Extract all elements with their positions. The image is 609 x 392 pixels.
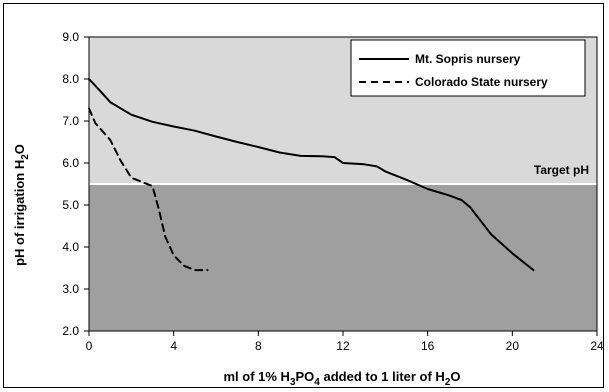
legend-label-colorado-state: Colorado State nursery (415, 75, 548, 89)
target-ph-label: Target pH (534, 163, 589, 177)
x-tick-label: 8 (255, 339, 262, 353)
plot-border (88, 36, 598, 332)
series-line-mt-sopris (88, 78, 535, 272)
y-axis-title: pH of irrigation H2O (12, 144, 31, 266)
x-tick-label: 0 (86, 339, 93, 353)
x-tick-label: 12 (336, 339, 350, 353)
x-tick-label: 16 (421, 339, 435, 353)
y-tick-label: 9.0 (62, 30, 79, 44)
legend-label-mt-sopris: Mt. Sopris nursery (415, 52, 521, 66)
legend-box (350, 39, 586, 97)
x-tick-label: 20 (506, 339, 520, 353)
x-axis-title: ml of 1% H3PO4 added to 1 liter of H2O (223, 369, 460, 388)
y-tick-label: 6.0 (62, 156, 79, 170)
y-tick-label: 8.0 (62, 72, 79, 86)
y-tick-label: 2.0 (62, 324, 79, 338)
legend: Mt. Sopris nursery Colorado State nurser… (350, 39, 586, 97)
y-tick-label: 5.0 (62, 198, 79, 212)
x-tick-label: 24 (590, 339, 604, 353)
y-tick-label: 4.0 (62, 240, 79, 254)
x-tick-label: 4 (170, 339, 177, 353)
series-line-colorado-state (88, 107, 209, 272)
y-tick-label: 7.0 (62, 114, 79, 128)
below-target-region (89, 184, 597, 331)
y-tick-label: 3.0 (62, 282, 79, 296)
